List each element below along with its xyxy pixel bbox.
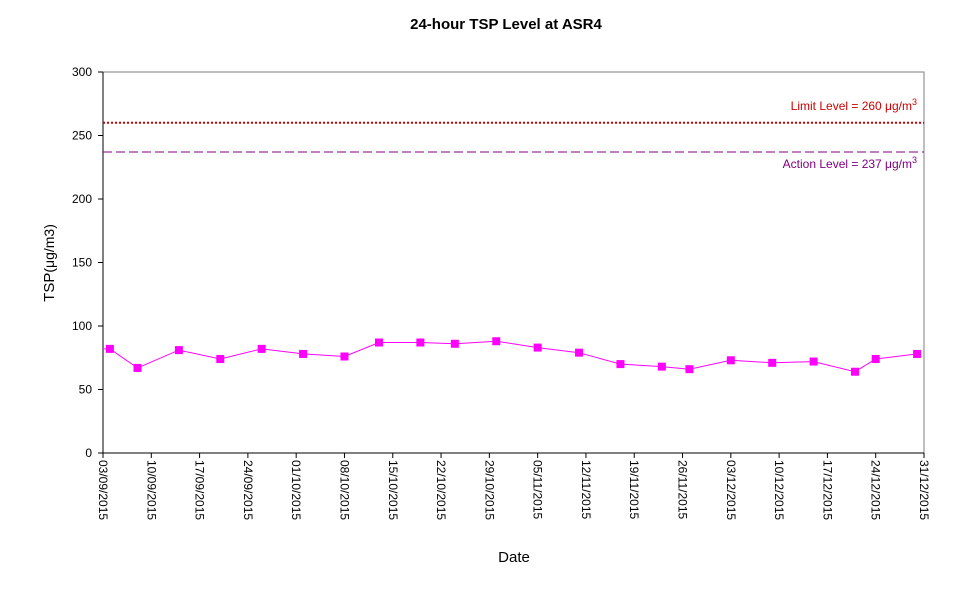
data-point [809, 357, 818, 366]
data-point [851, 367, 860, 376]
y-tick-label: 50 [79, 383, 93, 397]
data-point [416, 338, 425, 347]
data-point [726, 356, 735, 365]
data-point [685, 365, 694, 374]
y-axis: 0 50 100 150 200 250 300 [72, 65, 104, 460]
x-tick-label: 19/11/2015 [627, 460, 641, 519]
data-point [533, 343, 542, 352]
x-tick-label: 08/10/2015 [337, 460, 351, 520]
series-layer [103, 337, 922, 376]
data-point [616, 360, 625, 369]
data-point [299, 349, 308, 358]
y-axis-title: TSP(μg/m3) [41, 224, 58, 302]
action-level-label: Action Level = 237 μg/m3 [783, 155, 917, 171]
action-level-label-superscript: 3 [912, 155, 917, 165]
x-tick-label: 26/11/2015 [676, 460, 690, 519]
x-tick-label: 29/10/2015 [482, 460, 496, 520]
limit-level-label-superscript: 3 [912, 97, 917, 107]
y-tick-label: 0 [85, 446, 92, 460]
data-point [871, 355, 880, 364]
data-point [216, 355, 225, 364]
y-tick-label: 250 [72, 129, 92, 143]
data-point [768, 358, 777, 367]
data-point [340, 352, 349, 361]
data-point [374, 338, 383, 347]
x-tick-label: 12/11/2015 [579, 460, 593, 519]
y-tick-label: 300 [72, 65, 92, 79]
x-axis-title: Date [498, 549, 530, 566]
limit-level-label: Limit Level = 260 μg/m3 [791, 97, 917, 113]
data-point [492, 337, 501, 346]
plot-area [102, 71, 925, 454]
y-tick-label: 100 [72, 319, 92, 333]
x-tick-label: 05/11/2015 [531, 460, 545, 519]
x-tick-label: 01/10/2015 [289, 460, 303, 520]
reference-lines: Limit Level = 260 μg/m3 Action Level = 23… [103, 97, 924, 171]
x-tick-label: 10/09/2015 [144, 460, 158, 520]
x-tick-label: 22/10/2015 [434, 460, 448, 520]
x-tick-label: 03/12/2015 [724, 460, 738, 520]
x-tick-label: 17/12/2015 [820, 460, 834, 520]
x-tick-label: 24/12/2015 [869, 460, 883, 520]
x-tick-label: 31/12/2015 [917, 460, 931, 520]
data-point [575, 348, 584, 357]
y-tick-label: 200 [72, 192, 92, 206]
y-axis-title-main: TSP [41, 273, 58, 302]
data-point [913, 349, 922, 358]
chart-title: 24-hour TSP Level at ASR4 [410, 16, 602, 33]
data-point [257, 344, 266, 353]
y-axis-title-unit: (μg/m3) [41, 224, 57, 273]
x-tick-label: 03/09/2015 [96, 460, 110, 520]
data-point [174, 346, 183, 355]
y-tick-label: 150 [72, 256, 92, 270]
data-point [450, 339, 459, 348]
x-tick-label: 10/12/2015 [772, 460, 786, 520]
x-tick-label: 17/09/2015 [193, 460, 207, 520]
data-point [105, 344, 114, 353]
x-axis: 03/09/2015 10/09/2015 17/09/2015 24/09/2015… [96, 452, 931, 520]
x-tick-label: 15/10/2015 [386, 460, 400, 520]
data-point [657, 362, 666, 371]
data-point [133, 363, 142, 372]
x-tick-label: 24/09/2015 [241, 460, 255, 520]
